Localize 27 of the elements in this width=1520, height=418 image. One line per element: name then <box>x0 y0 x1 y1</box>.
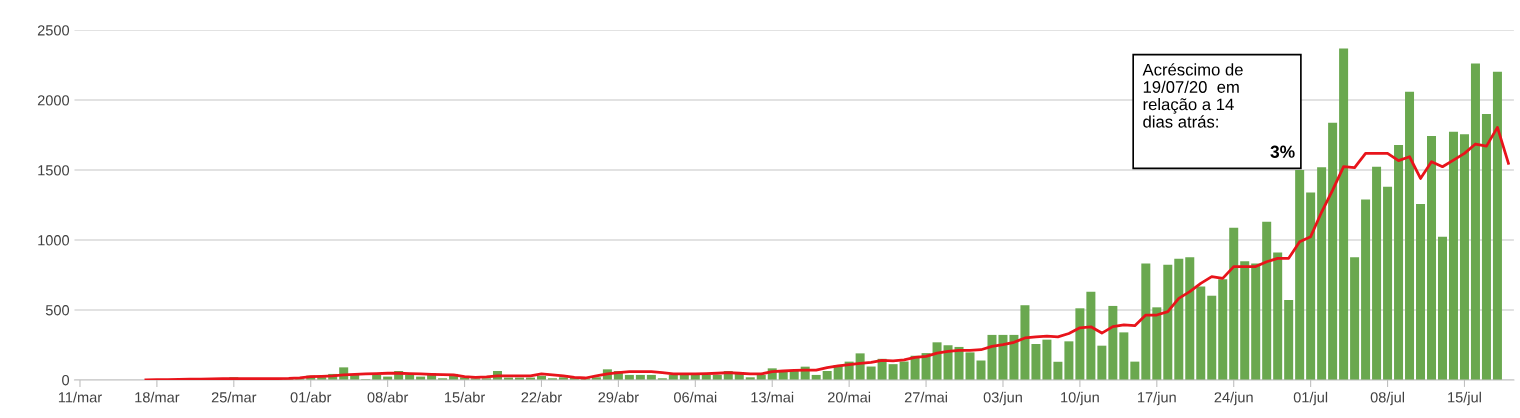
x-tick-label: 25/mar <box>211 391 257 403</box>
x-tick-label: 06/mai <box>673 391 717 403</box>
y-tick-label: 1000 <box>38 235 70 246</box>
x-tick-label: 29/abr <box>598 391 639 403</box>
y-tick-label: 0 <box>62 375 70 386</box>
x-tick-label: 03/jun <box>983 391 1022 406</box>
x-tick-label: 24/jun <box>1214 391 1253 406</box>
x-tick-label: 27/mai <box>904 391 947 403</box>
x-tick-label: 08/abr <box>367 391 409 403</box>
annotation: Acréscimo de 19/07/20 em relação a 14 dias atrás: <box>1142 63 1243 128</box>
x-tick-label: 01/jul <box>1293 391 1328 406</box>
y-tick-label: 500 <box>45 305 70 316</box>
x-tick-label: 10/jun <box>1061 391 1099 406</box>
x-tick-label: 20/mai <box>827 391 871 403</box>
x-tick-label: 15/abr <box>445 391 485 403</box>
x-tick-label: 22/abr <box>521 391 562 403</box>
x-tick-label: 11/mar <box>58 391 102 403</box>
annotation: 3% <box>1270 145 1295 158</box>
x-tick-label: 15/jul <box>1448 391 1481 406</box>
x-tick-label: 13/mai <box>751 391 794 403</box>
x-tick-label: 01/abr <box>290 391 332 403</box>
x-tick-label: 17/jun <box>1138 391 1176 406</box>
y-tick-label: 1500 <box>38 165 70 176</box>
x-tick-label: 18/mar <box>135 391 180 403</box>
y-tick-label: 2000 <box>37 95 70 106</box>
y-tick-label: 2500 <box>37 25 70 36</box>
x-tick-label: 08/jul <box>1370 391 1405 406</box>
